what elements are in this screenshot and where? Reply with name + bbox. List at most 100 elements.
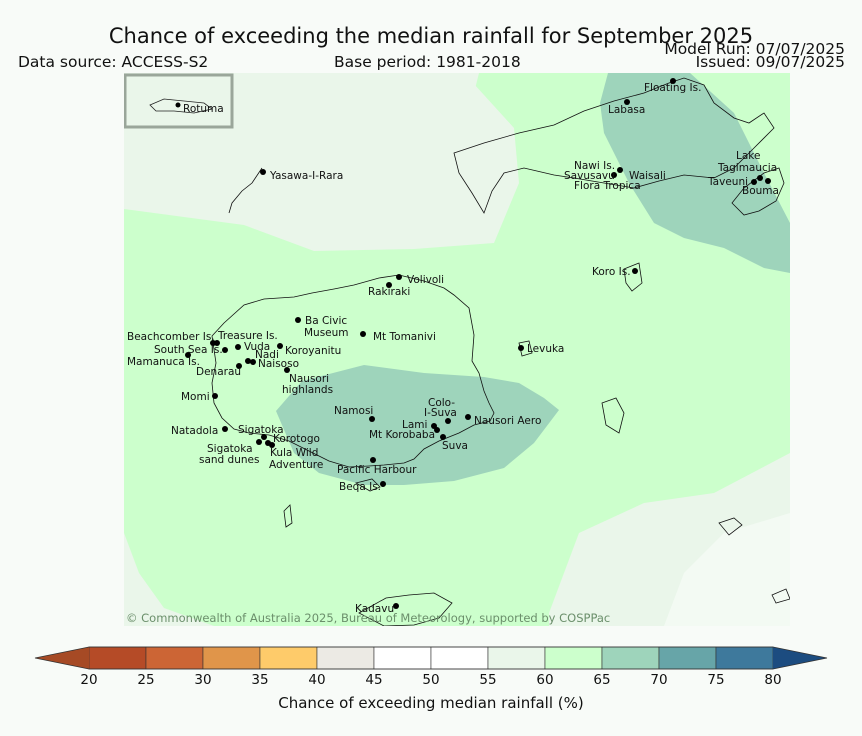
marker-suva bbox=[440, 434, 446, 440]
label-beachcomber: Beachcomber Is. bbox=[127, 331, 215, 343]
label-highlands: highlands bbox=[282, 384, 333, 396]
colorbar-extend-low bbox=[35, 647, 89, 669]
colorbar-cell bbox=[658, 646, 717, 670]
marker-nawi bbox=[617, 167, 623, 173]
label-lake: Lake bbox=[736, 150, 760, 162]
data-source-label: Data source: ACCESS-S2 bbox=[18, 53, 209, 71]
label-rakiraki: Rakiraki bbox=[368, 286, 410, 298]
colorbar-cell bbox=[430, 646, 489, 670]
vanua-levu-coast bbox=[453, 77, 775, 214]
marker-southsea bbox=[222, 347, 228, 353]
colorbar-cell bbox=[487, 646, 546, 670]
marker-bacivic bbox=[295, 317, 301, 323]
label-bouma: Bouma bbox=[742, 185, 779, 197]
label-tomanivi: Mt Tomanivi bbox=[373, 331, 436, 343]
marker-yasawa bbox=[260, 169, 266, 175]
label-kadavu: Kadavu bbox=[355, 603, 394, 615]
marker-denarau bbox=[236, 363, 242, 369]
area-65-70-south bbox=[276, 365, 559, 485]
label-museum: Museum bbox=[304, 327, 349, 339]
colorbar-cell bbox=[202, 646, 261, 670]
label-natadola: Natadola bbox=[171, 425, 218, 437]
label-waisali: Waisali bbox=[629, 170, 666, 182]
marker-colo-i-suva bbox=[445, 418, 451, 424]
area-55-60-bottom-right bbox=[664, 513, 790, 626]
vatulele-coast bbox=[283, 504, 293, 528]
colorbar-tick-label: 50 bbox=[422, 672, 440, 688]
label-namosi: Namosi bbox=[334, 405, 373, 417]
colorbar-cell bbox=[316, 646, 375, 670]
issued-label: Issued: 09/07/2025 bbox=[695, 53, 845, 71]
place-markers bbox=[185, 78, 771, 609]
taveuni-coast bbox=[731, 167, 785, 216]
marker-bouma bbox=[765, 178, 771, 184]
colorbar-outline bbox=[34, 646, 828, 670]
colorbar-extend-high bbox=[773, 647, 827, 669]
label-beqa: Beqa Is. bbox=[339, 481, 381, 493]
marker-nausori-highlands bbox=[284, 367, 290, 373]
label-nawi: Nawi Is. bbox=[574, 160, 615, 172]
colorbar-tick-label: 65 bbox=[593, 672, 611, 688]
colorbar-tick-label: 35 bbox=[251, 672, 269, 688]
marker-korobaba bbox=[434, 427, 440, 433]
label-koro: Koro Is. bbox=[592, 266, 631, 278]
label-floating: Floating Is. bbox=[644, 82, 701, 94]
label-yasawa: Yasawa-I-Rara bbox=[269, 170, 343, 182]
map-title: Chance of exceeding the median rainfall … bbox=[108, 24, 754, 48]
marker-volivoli bbox=[396, 274, 402, 280]
marker-taveuni bbox=[751, 179, 757, 185]
colorbar-cell bbox=[373, 646, 432, 670]
label-kula: Kula Wild bbox=[270, 447, 318, 459]
marker-levuka bbox=[518, 345, 524, 351]
label-nausoriaero: Nausori Aero bbox=[474, 415, 541, 427]
colorbar-tick-label: 45 bbox=[365, 672, 383, 688]
label-sanddunes: sand dunes bbox=[199, 454, 259, 466]
fiji-rainfall-map: Rotuma bbox=[124, 73, 790, 626]
koro-coast bbox=[623, 262, 643, 292]
model-run-label: Model Run: 07/07/2025 bbox=[664, 40, 845, 58]
label-korobaba: Mt Korobaba bbox=[369, 429, 435, 441]
kadavu-coast bbox=[358, 592, 453, 626]
marker-momi bbox=[212, 393, 218, 399]
rotuma-inset bbox=[124, 73, 234, 129]
colorbar-cell bbox=[145, 646, 204, 670]
label-naisoso: Naisoso bbox=[258, 358, 299, 370]
label-mamanuca: Mamanuca Is. bbox=[127, 356, 200, 368]
label-sigatoka-sand: Sigatoka bbox=[207, 443, 253, 455]
label-adventure: Adventure bbox=[269, 459, 323, 471]
rotuma-coast bbox=[149, 98, 213, 114]
copyright-notice: © Commonwealth of Australia 2025, Bureau… bbox=[126, 611, 611, 625]
label-levuka: Levuka bbox=[527, 343, 564, 355]
area-65-70-north bbox=[600, 73, 790, 273]
label-lami: Lami bbox=[402, 419, 427, 431]
marker-pacific bbox=[370, 457, 376, 463]
label-nadi: Nadi bbox=[255, 349, 279, 361]
label-vuda: Vuda bbox=[244, 341, 270, 353]
label-flora: Flora Tropica bbox=[574, 180, 641, 192]
gau-coast bbox=[601, 397, 625, 434]
label-southsea: South Sea Is. bbox=[154, 344, 223, 356]
label-volivoli: Volivoli bbox=[407, 274, 444, 286]
label-pacific: Pacific Harbour bbox=[337, 464, 417, 476]
colorbar bbox=[34, 646, 828, 670]
label-tagimaucia: Tagimaucia bbox=[717, 162, 777, 174]
colorbar-tick-label: 60 bbox=[536, 672, 554, 688]
label-suva: Suva bbox=[442, 440, 468, 452]
label-koroyanitu: Koroyanitu bbox=[285, 345, 341, 357]
label-taveuni: Taveuni bbox=[707, 176, 748, 188]
marker-sigatoka-sand bbox=[256, 439, 262, 445]
colorbar-cells bbox=[88, 646, 774, 670]
label-korotogo: Korotogo bbox=[273, 433, 320, 445]
marker-koro bbox=[632, 268, 638, 274]
rotuma-label: Rotuma bbox=[183, 103, 224, 115]
colorbar-cell bbox=[601, 646, 660, 670]
label-sigatoka: Sigatoka bbox=[238, 424, 284, 436]
marker-nadi bbox=[245, 358, 251, 364]
marker-kadavu bbox=[393, 603, 399, 609]
marker-natadola bbox=[222, 426, 228, 432]
coastlines bbox=[211, 77, 790, 626]
label-treasure: Treasure Is. bbox=[217, 330, 278, 342]
marker-nausori-aero bbox=[465, 414, 471, 420]
label-bacivic: Ba Civic bbox=[305, 315, 347, 327]
colorbar-label: Chance of exceeding median rainfall (%) bbox=[278, 694, 584, 712]
